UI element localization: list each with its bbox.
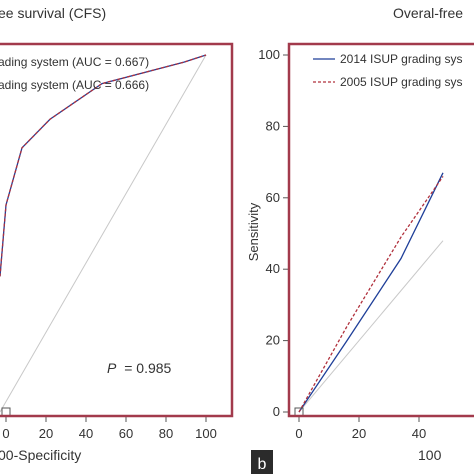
panel-a-x-axis-label: 00-Specificity: [0, 447, 81, 463]
reference-diagonal-line: [0, 54, 207, 413]
panel-b-ticks: 0 20 40 0 20 40 60 80 100: [258, 47, 426, 441]
x-tick-label: 100: [195, 426, 217, 441]
panel-b-x-axis-label: 100: [418, 447, 442, 463]
p-value-text: = 0.985: [124, 360, 171, 376]
x-tick-label: 40: [79, 426, 93, 441]
panel-a-legend-entry-2: ading system (AUC = 0.666): [0, 78, 149, 92]
x-tick-label: 40: [412, 426, 426, 441]
panel-b-y-axis-label: Sensitivity: [246, 202, 261, 261]
panel-b-frame: [287, 42, 474, 418]
panel-b-title: Overal-free: [393, 5, 463, 21]
x-tick-label: 20: [39, 426, 53, 441]
x-tick-label: 60: [119, 426, 133, 441]
panel-b-label-box: [251, 450, 273, 474]
panel-b-series: [294, 172, 444, 417]
reference-diagonal-line: [298, 240, 444, 413]
panel-a-title: ee survival (CFS): [0, 5, 106, 21]
panel-a-legend: ading system (AUC = 0.667) ading system …: [0, 55, 149, 92]
y-tick-label: 80: [266, 118, 280, 133]
panel-b-legend-entry-2: 2005 ISUP grading sys: [340, 75, 463, 89]
panel-b-legend-entry-1: 2014 ISUP grading sys: [340, 52, 463, 66]
y-tick-label: 40: [266, 261, 280, 276]
x-tick-label: 0: [2, 426, 9, 441]
panel-a-ticks: 0 20 40 60 80 100: [2, 416, 217, 441]
roc-series-line-2: [298, 176, 444, 413]
x-tick-label: 80: [159, 426, 173, 441]
x-tick-label: 0: [295, 426, 302, 441]
y-tick-label: 60: [266, 190, 280, 205]
p-value-letter: P: [107, 360, 117, 376]
y-tick-label: 0: [273, 404, 280, 419]
panel-a-series: [0, 54, 207, 417]
panel-b-legend: 2014 ISUP grading sys 2005 ISUP grading …: [313, 52, 463, 89]
svg-text:P = 0.985: P = 0.985: [107, 360, 172, 376]
panel-a-legend-entry-1: ading system (AUC = 0.667): [0, 55, 149, 69]
panel-a-p-value: P = 0.985: [107, 360, 172, 376]
y-tick-label: 20: [266, 333, 280, 348]
panel-a-chart: ee survival (CFS) 0 20 40 60 80 100 ading sys…: [0, 5, 234, 463]
roc-series-line-1: [298, 172, 444, 413]
panel-b-label: b: [258, 456, 267, 473]
x-tick-label: 20: [352, 426, 366, 441]
y-tick-label: 100: [258, 47, 280, 62]
panel-b-chart: Overal-free 0 20 40 0 20 40 60 80 100 Sensitivit…: [246, 5, 474, 474]
panel-a-frame: [0, 42, 234, 418]
roc-series-line-2: [0, 54, 207, 277]
